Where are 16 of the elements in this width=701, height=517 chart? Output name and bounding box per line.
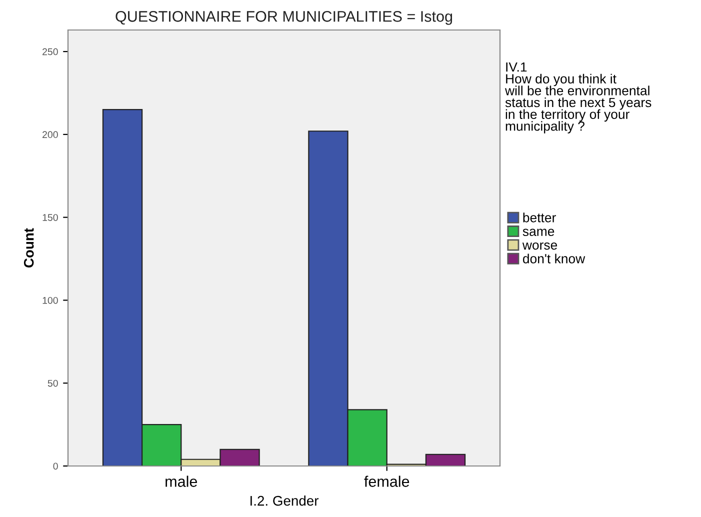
y-tick-label: 250: [42, 48, 58, 56]
x-tick-label: male: [166, 476, 198, 487]
legend-label: worse: [522, 242, 558, 250]
chart-title: QUESTIONNAIRE FOR MUNICIPALITIES = Istog: [116, 11, 452, 25]
y-axis-title: Count: [24, 228, 34, 268]
x-axis-title: I.2. Gender: [250, 496, 319, 506]
y-tick-label: 200: [42, 131, 58, 138]
y-tick-label: 0: [53, 462, 58, 470]
x-tick-label: female: [364, 476, 410, 487]
y-tick-label: 100: [42, 296, 58, 304]
legend-title: IV.1 How do you think it will be the environmental status in the next 5 years in the territory of your municipality ?: [504, 62, 652, 134]
legend-label: better: [523, 212, 556, 222]
y-tick-label: 50: [48, 380, 58, 387]
y-tick-label: 150: [42, 214, 58, 221]
legend-label: don't know: [522, 254, 586, 264]
legend-label: same: [522, 228, 554, 236]
